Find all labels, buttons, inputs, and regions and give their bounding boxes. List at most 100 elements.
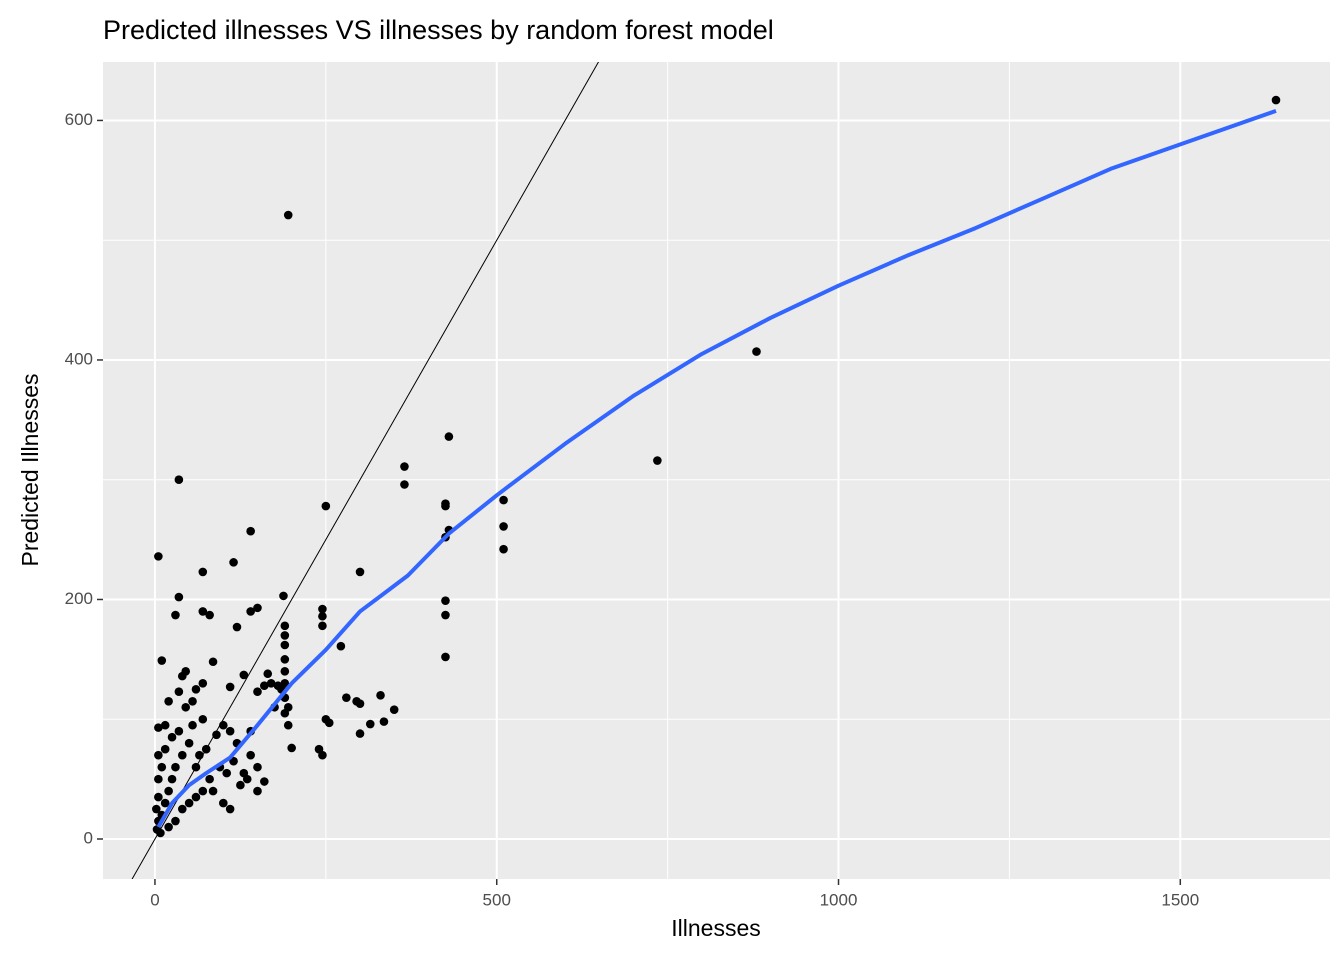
point (752, 347, 761, 356)
point (365, 719, 375, 729)
point (441, 596, 450, 605)
x-axis-label: Illnesses (671, 915, 760, 941)
point (253, 786, 262, 796)
point (174, 592, 184, 602)
point (355, 567, 365, 577)
point (246, 607, 255, 616)
point (260, 681, 269, 691)
point (171, 816, 180, 826)
point (342, 693, 351, 702)
point (212, 730, 221, 740)
point (499, 522, 508, 531)
point (318, 621, 327, 631)
point (205, 610, 214, 620)
point (280, 655, 290, 664)
point (279, 591, 288, 601)
point (280, 631, 290, 640)
point (246, 526, 255, 536)
point (389, 705, 399, 714)
point (222, 768, 232, 778)
point (198, 714, 208, 724)
point (167, 774, 177, 784)
point (174, 475, 184, 485)
reference-line (131, 62, 600, 879)
point (171, 762, 180, 772)
point (441, 652, 450, 662)
point (181, 667, 191, 676)
point (191, 792, 201, 802)
point (253, 687, 262, 696)
point (157, 656, 167, 665)
point (400, 462, 409, 471)
point (653, 456, 662, 465)
point (499, 495, 508, 505)
point (324, 718, 334, 728)
point (318, 604, 327, 614)
point (156, 828, 165, 838)
point (174, 687, 184, 696)
point (198, 786, 208, 796)
point (164, 822, 173, 832)
point (283, 720, 293, 730)
point (260, 777, 269, 786)
point (321, 501, 331, 511)
x-tick-label: 1000 (820, 890, 858, 909)
point (225, 726, 235, 736)
smooth-line (156, 108, 1277, 829)
point (1271, 95, 1281, 105)
y-tick-label: 200 (65, 589, 93, 608)
point (188, 696, 197, 706)
point (198, 567, 208, 577)
point (152, 804, 161, 814)
point (174, 726, 184, 736)
point (318, 750, 327, 760)
point (154, 750, 163, 760)
point (355, 729, 365, 738)
point (280, 640, 290, 650)
point (154, 723, 163, 732)
point (177, 750, 187, 760)
point (181, 702, 191, 712)
point (400, 480, 409, 489)
point (167, 732, 177, 742)
point (184, 738, 194, 748)
point (160, 744, 170, 754)
point (379, 717, 389, 726)
point (266, 679, 276, 688)
point (198, 679, 208, 688)
panel (103, 62, 1330, 879)
point (171, 610, 180, 620)
point (499, 544, 508, 554)
x-tick-label: 500 (483, 890, 511, 909)
point (232, 622, 242, 632)
point (225, 804, 235, 814)
point (283, 702, 293, 712)
point (444, 432, 454, 441)
point (154, 552, 163, 561)
point (188, 720, 197, 730)
point (184, 798, 194, 808)
point (208, 786, 218, 796)
x-tick-label: 0 (150, 890, 159, 909)
y-tick-label: 600 (65, 110, 93, 129)
point (154, 774, 163, 784)
point (239, 670, 249, 680)
point (219, 720, 228, 730)
point (287, 743, 296, 753)
point (253, 762, 262, 772)
point (219, 798, 228, 808)
point (164, 696, 173, 706)
point (280, 621, 290, 631)
point (441, 610, 450, 620)
point (280, 667, 290, 676)
point (195, 750, 204, 760)
y-tick-label: 400 (65, 349, 93, 368)
point (376, 690, 385, 700)
y-tick-label: 0 (84, 828, 93, 847)
point (164, 786, 173, 796)
point (160, 720, 170, 730)
point (318, 611, 327, 621)
point (355, 699, 365, 708)
point (253, 603, 262, 613)
